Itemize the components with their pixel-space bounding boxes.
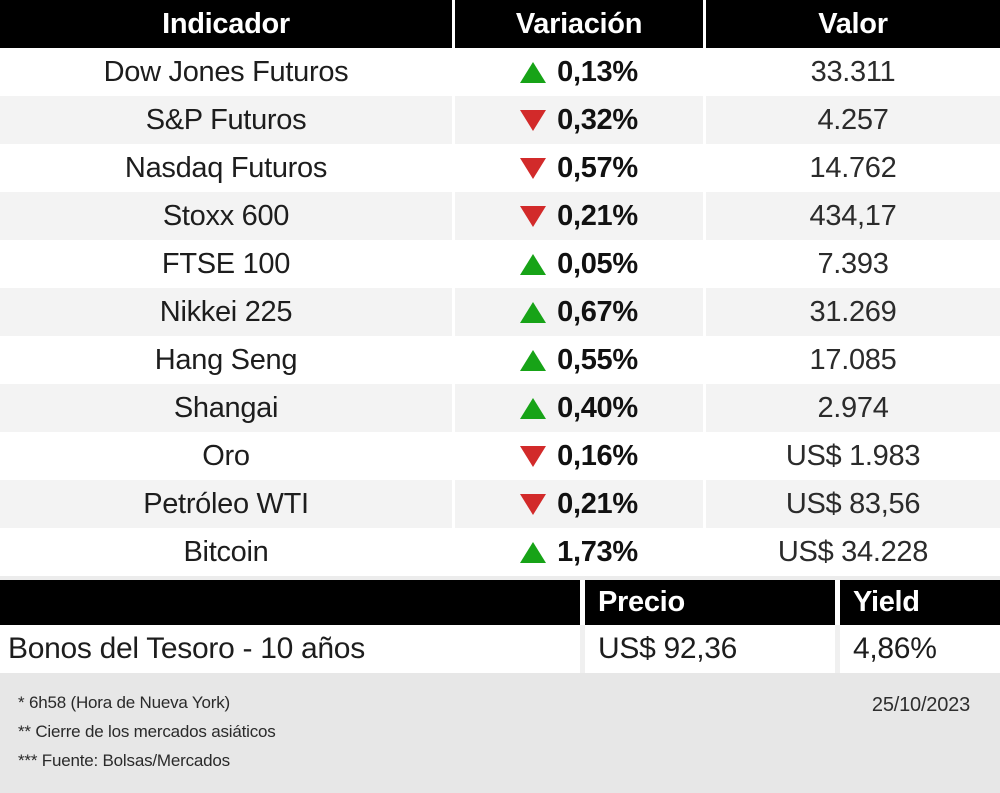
down-arrow-icon (520, 157, 547, 179)
variation-value: 0,21% (557, 487, 638, 520)
indicator-value: 4.257 (817, 103, 889, 136)
header-valor: Valor (818, 7, 888, 40)
down-arrow-icon (520, 445, 547, 467)
variation-cell: 0,05% (452, 240, 706, 288)
indicator-name: FTSE 100 (161, 247, 291, 280)
variation-value: 0,16% (557, 439, 638, 472)
bond-yield: 4,86% (835, 625, 1000, 673)
variation-cell: 0,67% (452, 288, 706, 336)
indicator-value: 2.974 (817, 391, 889, 424)
variation-cell: 0,57% (452, 144, 706, 192)
variation-value: 0,21% (557, 199, 638, 232)
variation-cell: 1,73% (452, 528, 706, 576)
up-arrow-icon (520, 541, 547, 563)
indicator-value: 434,17 (809, 199, 897, 232)
table-row: Hang Seng 0,55% 17.085 (0, 336, 1000, 384)
bonds-table-header: Precio Yield (0, 580, 1000, 625)
indicator-name: Dow Jones Futuros (103, 55, 349, 88)
table-row: Dow Jones Futuros 0,13% 33.311 (0, 48, 1000, 96)
indicator-value: 7.393 (817, 247, 889, 280)
variation-cell: 0,16% (452, 432, 706, 480)
indicator-value: 14.762 (809, 151, 897, 184)
header-indicador: Indicador (162, 7, 290, 40)
variation-cell: 0,13% (452, 48, 706, 96)
report-date: 25/10/2023 (871, 694, 970, 716)
table-row: Petróleo WTI 0,21% US$ 83,56 (0, 480, 1000, 528)
footer: * 6h58 (Hora de Nueva York) ** Cierre de… (0, 673, 1000, 793)
indicator-value: 31.269 (809, 295, 897, 328)
indicator-value: US$ 1.983 (785, 439, 921, 472)
table-row: S&P Futuros 0,32% 4.257 (0, 96, 1000, 144)
footnote-source: *** Fuente: Bolsas/Mercados (18, 751, 230, 770)
variation-cell: 0,32% (452, 96, 706, 144)
up-arrow-icon (520, 301, 547, 323)
table-row: Oro 0,16% US$ 1.983 (0, 432, 1000, 480)
up-arrow-icon (520, 61, 547, 83)
bonds-header-empty (0, 580, 580, 625)
variation-value: 0,32% (557, 103, 638, 136)
table-row: Nasdaq Futuros 0,57% 14.762 (0, 144, 1000, 192)
indicator-name: Stoxx 600 (162, 199, 290, 232)
footnote-asia-close: ** Cierre de los mercados asiáticos (18, 722, 276, 741)
bonds-header-precio: Precio (580, 580, 835, 625)
down-arrow-icon (520, 493, 547, 515)
variation-cell: 0,40% (452, 384, 706, 432)
up-arrow-icon (520, 349, 547, 371)
variation-value: 1,73% (557, 535, 638, 568)
table-row: Bitcoin 1,73% US$ 34.228 (0, 528, 1000, 576)
table-row: FTSE 100 0,05% 7.393 (0, 240, 1000, 288)
indicator-name: Nasdaq Futuros (124, 151, 328, 184)
market-table-header: Indicador Variación Valor (0, 0, 1000, 48)
indicator-name: Nikkei 225 (159, 295, 293, 328)
market-table-body: Dow Jones Futuros 0,13% 33.311 S&P Futuros 0… (0, 48, 1000, 576)
variation-value: 0,55% (557, 343, 638, 376)
variation-value: 0,05% (557, 247, 638, 280)
table-row: Stoxx 600 0,21% 434,17 (0, 192, 1000, 240)
variation-value: 0,67% (557, 295, 638, 328)
bond-name: Bonos del Tesoro - 10 años (8, 632, 365, 665)
variation-cell: 0,21% (452, 192, 706, 240)
variation-cell: 0,21% (452, 480, 706, 528)
indicator-value: US$ 34.228 (777, 535, 929, 568)
indicator-value: 33.311 (810, 55, 896, 88)
indicator-name: Shangai (173, 391, 279, 424)
indicator-value: US$ 83,56 (785, 487, 921, 520)
footnote-time: * 6h58 (Hora de Nueva York) (18, 693, 230, 712)
indicator-name: Bitcoin (183, 535, 269, 568)
bond-price: US$ 92,36 (580, 625, 835, 673)
indicator-name: Oro (202, 439, 250, 472)
indicator-name: S&P Futuros (145, 103, 307, 136)
up-arrow-icon (520, 253, 547, 275)
up-arrow-icon (520, 397, 547, 419)
variation-value: 0,57% (557, 151, 638, 184)
down-arrow-icon (520, 205, 547, 227)
bonds-header-yield: Yield (835, 580, 1000, 625)
bonds-table-row: Bonos del Tesoro - 10 años US$ 92,36 4,8… (0, 625, 1000, 673)
variation-value: 0,40% (557, 391, 638, 424)
variation-value: 0,13% (557, 55, 638, 88)
down-arrow-icon (520, 109, 547, 131)
variation-cell: 0,55% (452, 336, 706, 384)
header-variacion: Variación (452, 0, 706, 48)
table-row: Shangai 0,40% 2.974 (0, 384, 1000, 432)
indicator-value: 17.085 (809, 343, 897, 376)
table-row: Nikkei 225 0,67% 31.269 (0, 288, 1000, 336)
indicator-name: Hang Seng (154, 343, 298, 376)
indicator-name: Petróleo WTI (143, 487, 309, 520)
table-divider (0, 576, 1000, 580)
